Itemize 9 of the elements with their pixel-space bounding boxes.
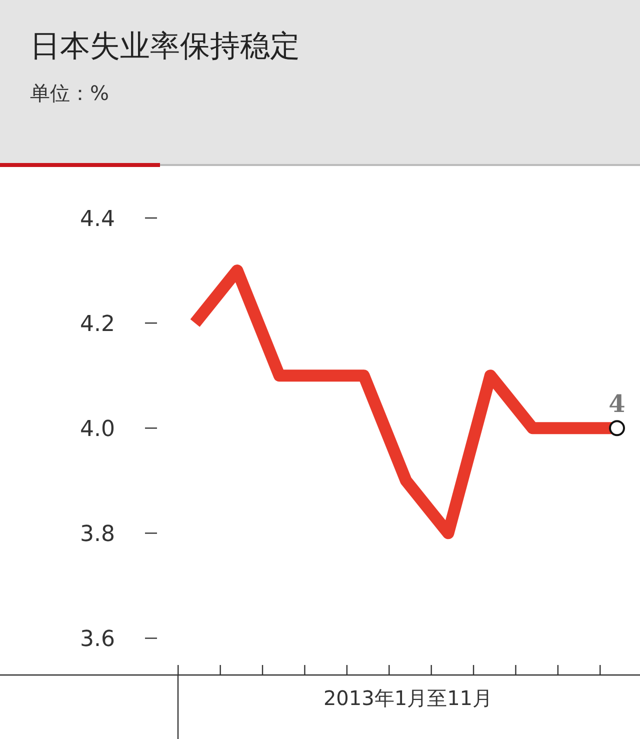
x-axis-title: 2013年1月至11月: [323, 686, 493, 710]
y-tick-label: 4.0: [80, 417, 115, 442]
y-tick-label: 3.8: [80, 522, 115, 548]
chart-subtitle: 单位：%: [30, 81, 110, 105]
chart-title: 日本失业率保持稳定: [30, 29, 300, 64]
y-tick-label: 4.2: [80, 312, 115, 338]
data-label: 4: [608, 389, 626, 418]
y-tick-label: 3.6: [80, 627, 115, 652]
y-tick-label: 4.4: [80, 207, 115, 232]
